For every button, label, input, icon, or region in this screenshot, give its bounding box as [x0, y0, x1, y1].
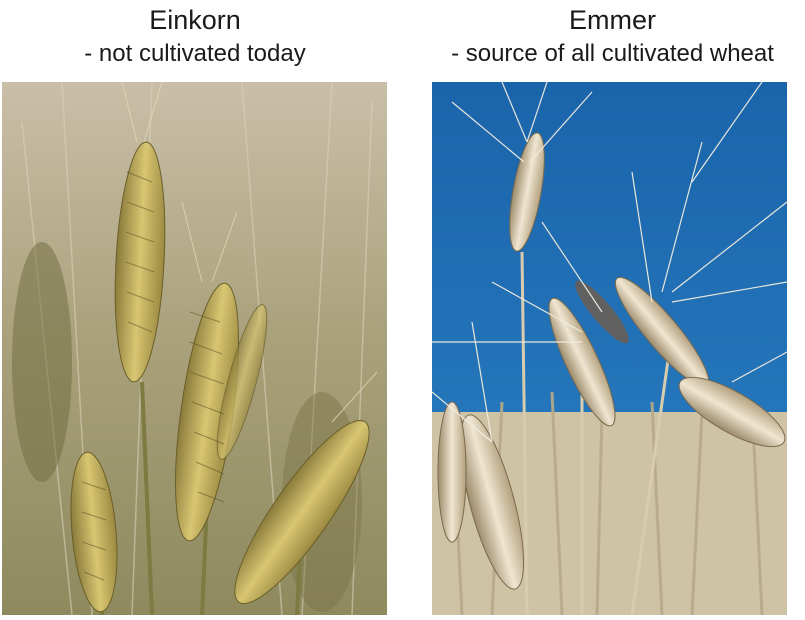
- emmer-photo: [432, 82, 805, 615]
- einkorn-subtitle: - not cultivated today: [84, 40, 306, 67]
- emmer-title: Emmer: [569, 5, 656, 35]
- einkorn-title: Einkorn: [149, 5, 241, 35]
- einkorn-photo: [2, 82, 387, 615]
- emmer-subtitle: - source of all cultivated wheat: [451, 40, 774, 67]
